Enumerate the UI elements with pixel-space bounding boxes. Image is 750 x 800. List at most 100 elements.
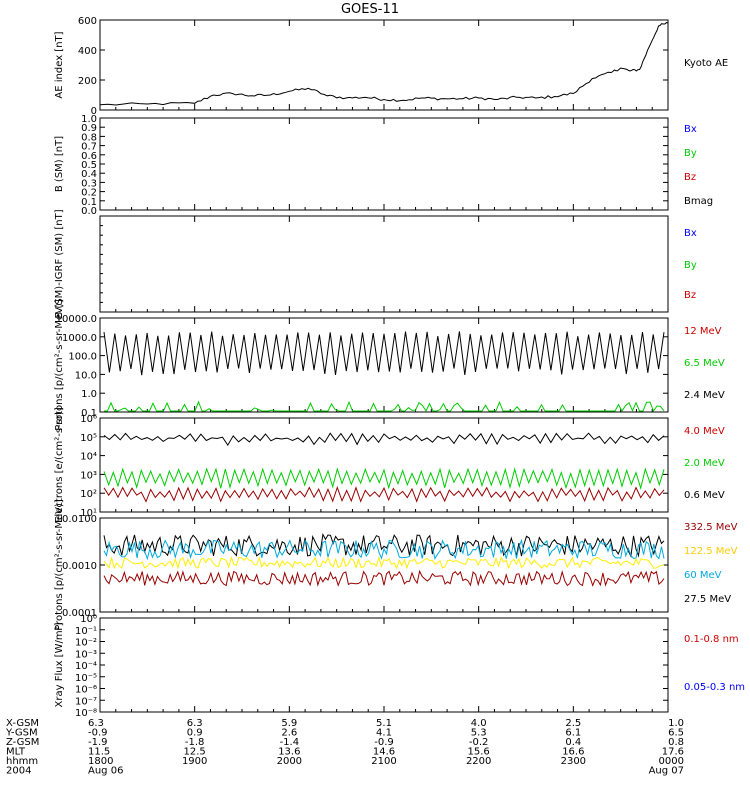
y-tick-label: 10⁵ <box>80 433 97 444</box>
y-tick-label: 0.4 <box>81 169 97 180</box>
legend-entry: 122.5 MeV <box>684 546 738 557</box>
legend-entry: Kyoto AE <box>684 58 728 69</box>
ephemeris-value: -0.9 <box>88 728 108 739</box>
y-tick-label: 0.2 <box>81 188 97 199</box>
y-tick-label: 0.9 <box>81 123 97 134</box>
y-tick-label: 10⁰ <box>80 614 97 625</box>
ephemeris-value: 5.1 <box>376 718 392 729</box>
y-tick-label: 10⁻¹ <box>75 626 97 637</box>
legend-entry: 60 MeV <box>684 570 722 581</box>
chart-title: GOES-11 <box>341 2 399 17</box>
legend-entry: By <box>684 260 697 271</box>
ephemeris-row-label: Y-GSM <box>5 728 38 739</box>
y-tick-label: 1.0 <box>81 389 97 400</box>
y-tick-label: 1000.0 <box>62 333 97 344</box>
ephemeris-value: 5.9 <box>281 718 297 729</box>
y-tick-label: 100.0 <box>68 352 97 363</box>
legend-entry: 27.5 MeV <box>684 594 731 605</box>
ephemeris-value: 0.4 <box>565 737 581 748</box>
ephemeris-value: 0.9 <box>187 728 203 739</box>
panel-frame <box>99 215 669 313</box>
ephemeris-value: 6.1 <box>565 728 581 739</box>
series-line-kyoto-ae <box>99 22 669 106</box>
ephemeris-value: -1.8 <box>185 737 205 748</box>
ephemeris-value: 2.5 <box>565 718 581 729</box>
legend-entry: Bmag <box>684 196 713 207</box>
ephemeris-value: 13.6 <box>278 747 300 758</box>
y-tick-label: 10⁻⁴ <box>75 661 97 672</box>
y-tick-label: 0 <box>91 106 97 117</box>
ephemeris-value: 2.6 <box>281 728 297 739</box>
ephemeris-value: 4.1 <box>376 728 392 739</box>
series-line-27-5-mev <box>103 532 665 558</box>
y-tick-label: 0.6 <box>81 151 97 162</box>
y-axis-label: AE index [nT] <box>54 31 65 98</box>
ephemeris-value: -0.9 <box>374 737 394 748</box>
ephemeris-value: 11.5 <box>88 747 110 758</box>
series-line-60-mev <box>103 538 665 561</box>
ephemeris-value: 1900 <box>182 756 207 767</box>
panel-frame <box>99 19 669 111</box>
legend-entry: By <box>684 148 697 159</box>
ephemeris-value: 6.3 <box>88 718 104 729</box>
legend-entry: 6.5 MeV <box>684 358 725 369</box>
series-line-332-5-mev <box>103 569 665 587</box>
ephemeris-value: 2300 <box>561 756 586 767</box>
series-line-122-5-mev <box>103 555 665 570</box>
series-line-2-0-mev <box>103 467 665 491</box>
y-tick-label: 10⁻³ <box>75 649 97 660</box>
legend-entry: Bz <box>684 172 696 183</box>
panel-2: 0.00.10.20.30.40.50.60.70.80.91.0 B (SM) … <box>54 114 713 217</box>
legend-entry: 0.05-0.3 nm <box>684 682 745 693</box>
date-start: Aug 06 <box>88 766 123 777</box>
legend-entry: 2.4 MeV <box>684 390 725 401</box>
legend-entry: Bz <box>684 290 696 301</box>
y-axis-label: B (SM) [nT] <box>54 136 65 192</box>
y-tick-label: 0.1 <box>81 197 97 208</box>
ephemeris-value: 0000 <box>659 756 684 767</box>
ephemeris-value: 4.0 <box>471 718 487 729</box>
y-tick-label: 10⁴ <box>80 452 97 463</box>
date-end: Aug 07 <box>649 766 684 777</box>
ephemeris-value: 12.5 <box>184 747 206 758</box>
legend-entry: 0.6 MeV <box>684 490 725 501</box>
y-axis-label: Electrons [e/(cm²-s-sr)] <box>54 407 65 523</box>
ephemeris-value: -0.2 <box>469 737 489 748</box>
ephemeris-value: 15.6 <box>468 747 490 758</box>
ephemeris-value: 16.6 <box>562 747 584 758</box>
y-axis-label: Xray Flux [W/m²] <box>54 622 65 707</box>
ephemeris-value: 6.3 <box>187 718 203 729</box>
legend-entry: 4.0 MeV <box>684 426 725 437</box>
y-tick-label: 10⁻² <box>75 638 97 649</box>
y-tick-label: 10⁻⁶ <box>75 685 97 696</box>
y-tick-label: 0.1 <box>81 408 97 419</box>
ephemeris-value: 2200 <box>466 756 491 767</box>
y-tick-label: 0.8 <box>81 132 97 143</box>
legend-entry: Bx <box>684 124 697 135</box>
ephemeris-value: 2100 <box>371 756 396 767</box>
ephemeris-value: 1800 <box>88 756 113 767</box>
ephemeris-table: X-GSM 6.3 6.3 5.9 5.1 4.0 2.5 1.0 Y-GSM -0.9 0.9 2.… <box>5 718 684 777</box>
y-tick-label: 10000.0 <box>56 314 97 325</box>
y-axis-label: B (SM)-IGRF (SM) [nT] <box>54 209 65 318</box>
ephemeris-row-label: X-GSM <box>6 718 39 729</box>
ephemeris-value: 5.3 <box>471 728 487 739</box>
y-tick-label: 10⁻⁵ <box>75 673 97 684</box>
y-tick-label: 0.7 <box>81 142 97 153</box>
series-line-0-6-mev <box>103 432 665 447</box>
y-tick-label: 600 <box>78 16 97 27</box>
y-tick-label: 10⁻⁷ <box>75 696 97 707</box>
ephemeris-value: -1.4 <box>280 737 300 748</box>
series-line-2-4-mev <box>103 331 665 376</box>
y-tick-label: 0.0 <box>81 206 97 217</box>
series-line-4-0-mev <box>103 485 665 503</box>
panel-5: 10¹ 10² 10³ 10⁴ 10⁵ 10⁶ Electrons [e/(cm²-s-sr… <box>54 407 725 523</box>
legend-entry: 12 MeV <box>684 326 722 337</box>
y-tick-label: 0.3 <box>81 178 97 189</box>
y-tick-label: 1.0 <box>81 114 97 125</box>
y-tick-label: 400 <box>78 46 97 57</box>
legend-entry: Bx <box>684 228 697 239</box>
